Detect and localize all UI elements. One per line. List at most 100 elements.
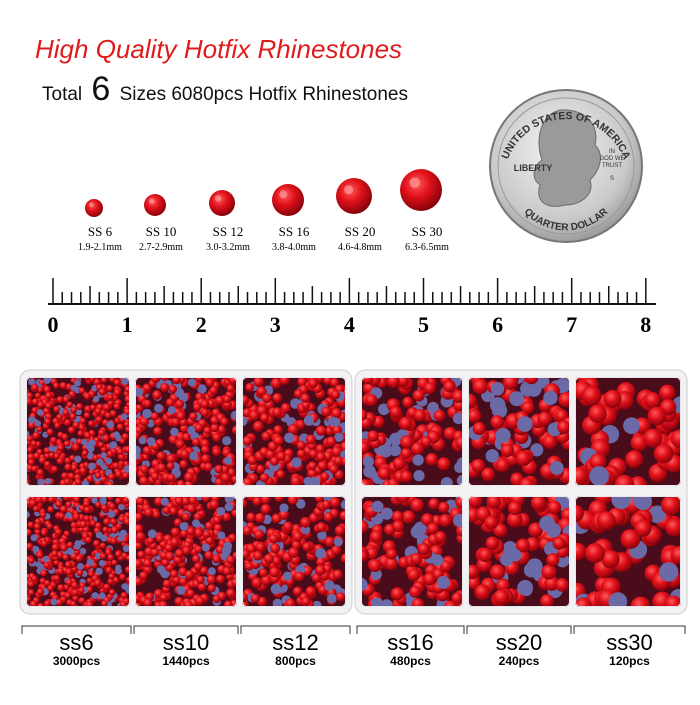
stone [54, 528, 62, 536]
stone [332, 569, 343, 580]
stone [272, 598, 283, 607]
stone [493, 589, 510, 605]
stone [402, 396, 414, 408]
stone [315, 425, 327, 436]
stone [472, 378, 489, 395]
compartment-name: ss16 [387, 630, 433, 655]
compartment [26, 377, 130, 486]
compartment-name: ss30 [606, 630, 652, 655]
stone [223, 541, 233, 551]
stone [260, 503, 271, 515]
stone [72, 421, 80, 429]
stone [169, 569, 179, 578]
stone [72, 513, 81, 521]
stone [400, 447, 412, 459]
coin-mint: S [610, 176, 614, 182]
size-range: 3.0-3.2mm [206, 242, 250, 253]
stone [265, 449, 276, 460]
stone [108, 588, 116, 596]
stone [44, 478, 52, 485]
stone [49, 436, 58, 445]
stone [216, 507, 226, 516]
stone [65, 501, 72, 508]
stone [296, 440, 306, 450]
stone [64, 560, 73, 569]
stone [135, 512, 143, 521]
stone [43, 460, 51, 468]
stone [537, 411, 552, 427]
ruler-label: 8 [640, 312, 651, 337]
stone [295, 499, 306, 509]
stone [62, 396, 70, 403]
stone [214, 464, 224, 474]
stone [217, 425, 226, 434]
stone [156, 565, 166, 574]
stone [28, 416, 36, 424]
stone [316, 557, 326, 567]
stone [269, 456, 279, 466]
stone [262, 393, 272, 403]
stone [61, 433, 69, 441]
stone [210, 415, 219, 425]
stone [152, 390, 162, 400]
title: High Quality Hotfix Rhinestones [35, 34, 402, 64]
stone [270, 543, 281, 554]
subtitle-rest: Sizes 6080pcs Hotfix Rhinestones [120, 84, 408, 105]
stone [212, 515, 222, 525]
stone [263, 553, 274, 564]
stone [38, 456, 47, 464]
stone [78, 597, 86, 605]
stone [526, 558, 543, 575]
stone [92, 539, 101, 548]
stone [546, 553, 560, 567]
stone [122, 496, 130, 504]
subtitle-lead: Total [42, 84, 82, 105]
stone [407, 568, 421, 582]
size-name: SS 12 [213, 224, 244, 239]
stone [150, 547, 160, 557]
stone [187, 425, 196, 435]
stone [258, 568, 268, 578]
coin-motto-line: IN [609, 149, 615, 155]
stone [455, 496, 463, 509]
stone [314, 496, 324, 503]
stone [156, 451, 166, 461]
stone [179, 449, 190, 459]
stone [361, 441, 370, 454]
stone [329, 377, 340, 388]
stone [509, 391, 525, 407]
stone [43, 385, 51, 394]
stone [178, 577, 188, 586]
stone [288, 547, 299, 558]
stone [320, 472, 330, 482]
stone [664, 595, 681, 607]
compartment [242, 377, 346, 486]
stone [35, 496, 43, 504]
stone [122, 545, 130, 552]
stone [207, 583, 216, 593]
stone [31, 575, 38, 582]
stone [428, 498, 440, 510]
stone [56, 413, 63, 421]
stone [201, 496, 211, 503]
stone [53, 574, 61, 582]
stone [108, 502, 116, 510]
stone [173, 518, 183, 527]
stone [71, 581, 79, 589]
compartment [361, 377, 463, 486]
stone [70, 384, 77, 392]
stone [363, 465, 376, 478]
stone [112, 431, 120, 439]
stone [98, 428, 106, 437]
stone [659, 562, 679, 582]
stone [308, 378, 318, 389]
stone [176, 479, 186, 486]
stone [400, 470, 413, 483]
stone [27, 453, 35, 461]
stone [186, 504, 196, 514]
stone [312, 600, 322, 607]
stone [413, 470, 425, 482]
stone [78, 587, 85, 594]
stone [292, 586, 303, 597]
